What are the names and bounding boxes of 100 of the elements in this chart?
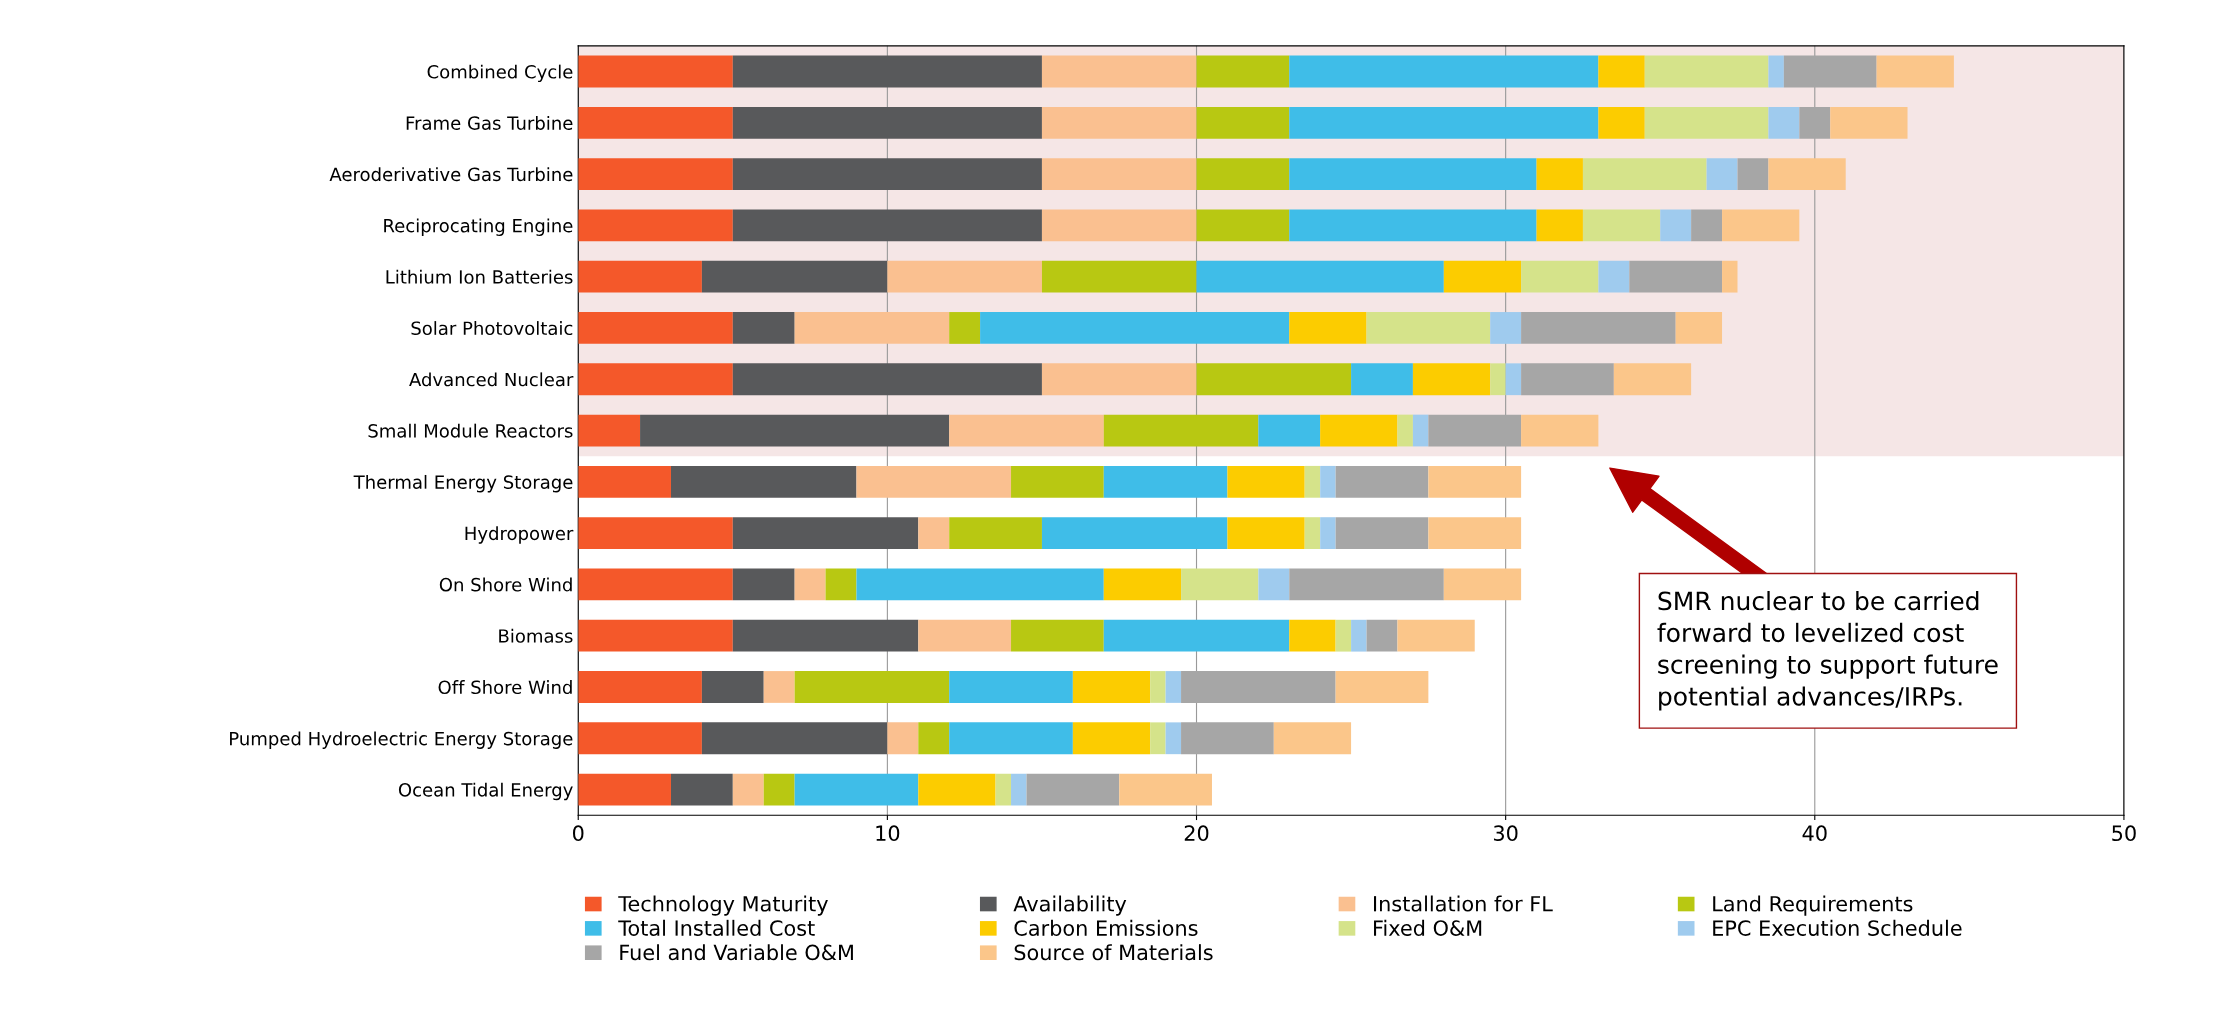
bar xyxy=(1289,158,1537,190)
bar xyxy=(1443,568,1522,601)
bar xyxy=(1598,55,1645,88)
bar xyxy=(732,106,1042,139)
bar xyxy=(1505,363,1522,396)
bar xyxy=(1011,773,1027,806)
bar xyxy=(1366,619,1398,652)
bar xyxy=(1196,260,1444,293)
bar xyxy=(1320,465,1336,498)
y-tick-label: Aeroderivative Gas Turbine xyxy=(329,167,573,182)
bar xyxy=(1165,722,1182,755)
x-tick-label: 0 xyxy=(572,825,584,842)
bar xyxy=(701,260,888,293)
bar xyxy=(1181,722,1274,755)
bar xyxy=(1412,414,1429,447)
bar xyxy=(1490,312,1522,344)
legend-label: Fuel and Variable O&M xyxy=(620,944,853,961)
bar xyxy=(1227,517,1305,550)
bar xyxy=(1289,312,1367,344)
bar xyxy=(1397,619,1475,652)
bar xyxy=(1258,414,1321,447)
y-tick-label: Small Module Reactors xyxy=(368,423,573,438)
bar xyxy=(1041,260,1197,293)
bar xyxy=(949,517,1042,550)
bar xyxy=(1521,414,1599,447)
bar xyxy=(1428,414,1522,447)
bar xyxy=(1428,465,1522,498)
bar xyxy=(1397,414,1413,447)
bar xyxy=(732,312,795,344)
bar xyxy=(1103,465,1228,498)
bar xyxy=(578,517,733,550)
bar xyxy=(949,312,981,344)
bar xyxy=(1768,55,1784,88)
x-tick-label: 50 xyxy=(2112,825,2136,842)
y-tick-label: Solar Photovoltaic xyxy=(411,321,573,336)
bar xyxy=(1304,517,1321,550)
bar xyxy=(670,773,733,806)
bar xyxy=(1196,55,1290,88)
bar xyxy=(1335,517,1429,550)
bar xyxy=(1722,260,1738,293)
bar xyxy=(1644,55,1769,88)
bar xyxy=(701,671,764,703)
x-tick-label: 40 xyxy=(1802,825,1827,842)
bar xyxy=(1351,619,1367,652)
bar xyxy=(1335,671,1429,703)
bar xyxy=(763,773,795,806)
bar xyxy=(1521,363,1614,396)
y-tick-label: Frame Gas Turbine xyxy=(406,115,573,130)
bar xyxy=(1335,619,1352,652)
bar xyxy=(1165,671,1182,703)
bar xyxy=(1490,363,1506,396)
bar xyxy=(1582,209,1661,242)
bar xyxy=(1366,312,1491,344)
bar xyxy=(1521,260,1599,293)
y-tick-label: Off Shore Wind xyxy=(438,680,572,695)
bar xyxy=(732,619,919,652)
bar xyxy=(1351,363,1413,396)
bar xyxy=(1258,568,1290,601)
bar xyxy=(1181,568,1259,601)
bar xyxy=(1876,55,1954,88)
bar xyxy=(995,773,1012,806)
bar xyxy=(1320,517,1336,550)
bar xyxy=(794,312,950,344)
y-tick-label: Advanced Nuclear xyxy=(409,372,574,387)
bar xyxy=(1536,158,1583,190)
bar xyxy=(1196,363,1352,396)
bar xyxy=(918,722,950,755)
x-tick-label: 10 xyxy=(876,825,900,842)
bar xyxy=(1428,517,1522,550)
bar xyxy=(1412,363,1491,396)
y-tick-label: On Shore Wind xyxy=(439,577,572,592)
bar xyxy=(1536,209,1583,242)
legend-label: Availability xyxy=(1013,895,1127,916)
bar xyxy=(732,158,1042,190)
y-tick-label: Biomass xyxy=(499,628,573,643)
bar xyxy=(980,312,1290,344)
bar xyxy=(1289,209,1537,242)
bar xyxy=(578,619,733,652)
bar xyxy=(1103,414,1259,447)
bar xyxy=(856,465,1012,498)
bar xyxy=(732,517,919,550)
bar xyxy=(1150,671,1166,703)
bar xyxy=(1196,106,1290,139)
bar xyxy=(1289,106,1599,139)
bar xyxy=(578,55,733,88)
bar xyxy=(918,517,950,550)
bar xyxy=(1273,722,1352,755)
legend-label: Total Installed Cost xyxy=(618,919,815,936)
bar xyxy=(578,773,671,806)
bar xyxy=(732,55,1042,88)
bar xyxy=(1830,106,1908,139)
legend-label: EPC Execution Schedule xyxy=(1713,919,1962,936)
bar xyxy=(1768,158,1846,190)
bar xyxy=(856,568,1104,601)
bar xyxy=(578,106,733,139)
y-tick-label: Combined Cycle xyxy=(427,64,573,83)
x-tick-label: 20 xyxy=(1184,825,1209,842)
y-tick-label: Pumped Hydroelectric Energy Storage xyxy=(230,731,573,749)
bar xyxy=(949,414,1104,447)
legend-label: Land Requirements xyxy=(1713,895,1913,916)
